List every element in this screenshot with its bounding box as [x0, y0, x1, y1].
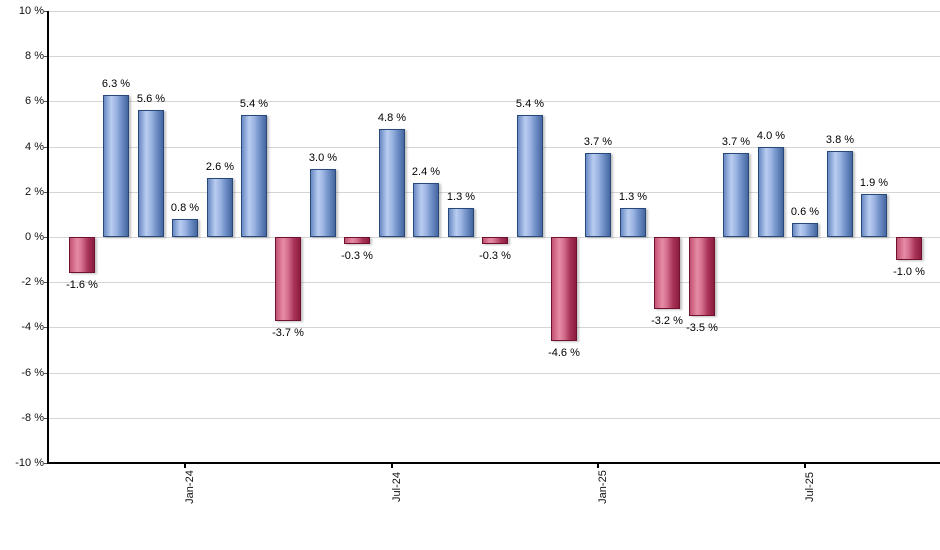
y-axis-tick-label: -4 %: [21, 321, 44, 333]
y-axis-tick-label: -6 %: [21, 367, 44, 379]
bar-value-label: 4.0 %: [756, 130, 786, 142]
y-axis-tick-label: 4 %: [25, 141, 44, 153]
y-axis-tick-label: 0 %: [25, 231, 44, 243]
y-axis-tick: [44, 11, 48, 12]
y-axis-tick-label: -2 %: [21, 276, 44, 288]
positive-bar: [207, 178, 233, 237]
bar-value-label: 1.9 %: [859, 177, 889, 189]
negative-bar: [654, 237, 680, 309]
negative-bar: [689, 237, 715, 316]
y-gridline: [48, 282, 940, 283]
negative-bar: [551, 237, 577, 341]
negative-bar: [896, 237, 922, 260]
bar-value-label: -1.6 %: [66, 279, 98, 291]
positive-bar: [758, 147, 784, 237]
y-axis-tick: [44, 282, 48, 283]
y-gridline: [48, 101, 940, 102]
positive-bar: [138, 110, 164, 237]
x-axis-tick: [597, 462, 599, 468]
bar-value-label: 2.6 %: [205, 161, 235, 173]
bar-value-label: 1.3 %: [618, 191, 648, 203]
y-axis-tick-label: -10 %: [15, 457, 44, 469]
y-gridline: [48, 147, 940, 148]
bar-value-label: -4.6 %: [548, 347, 580, 359]
x-axis-tick-label: Jul-25: [804, 472, 816, 502]
y-axis-tick: [44, 327, 48, 328]
bar-value-label: 6.3 %: [101, 78, 131, 90]
negative-bar: [275, 237, 301, 321]
bar-value-label: 3.7 %: [583, 136, 613, 148]
positive-bar: [172, 219, 198, 237]
bar-value-label: 3.7 %: [721, 136, 751, 148]
positive-bar: [310, 169, 336, 237]
bar-value-label: 5.6 %: [136, 93, 166, 105]
y-gridline: [48, 192, 940, 193]
y-axis-tick: [44, 101, 48, 102]
positive-bar: [448, 208, 474, 237]
positive-bar: [620, 208, 646, 237]
y-gridline: [48, 418, 940, 419]
bar-value-label: 0.8 %: [170, 202, 200, 214]
y-axis-tick-label: -8 %: [21, 412, 44, 424]
positive-bar: [379, 129, 405, 237]
y-axis-tick: [44, 237, 48, 238]
y-gridline: [48, 373, 940, 374]
bar-value-label: 3.8 %: [825, 134, 855, 146]
y-axis-tick-label: 10 %: [18, 5, 44, 17]
negative-bar: [344, 237, 370, 244]
x-axis-tick-label: Jan-25: [597, 470, 609, 504]
y-gridline: [48, 327, 940, 328]
positive-bar: [241, 115, 267, 237]
positive-bar: [723, 153, 749, 237]
bar-value-label: 5.4 %: [239, 98, 269, 110]
x-axis-tick-label: Jan-24: [184, 470, 196, 504]
bar-value-label: 5.4 %: [515, 98, 545, 110]
bar-value-label: -3.7 %: [272, 327, 304, 339]
bar-value-label: -3.2 %: [651, 315, 683, 327]
x-axis-line: [47, 462, 940, 464]
y-axis-tick-label: 6 %: [25, 95, 44, 107]
bar-value-label: 4.8 %: [377, 112, 407, 124]
y-axis-tick: [44, 463, 48, 464]
bar-value-label: -3.5 %: [686, 322, 718, 334]
bar-value-label: -0.3 %: [341, 250, 373, 262]
x-axis-tick: [391, 462, 393, 468]
positive-bar: [413, 183, 439, 237]
y-gridline: [48, 56, 940, 57]
bar-value-label: 0.6 %: [790, 206, 820, 218]
bar-value-label: 1.3 %: [446, 191, 476, 203]
y-axis-tick: [44, 192, 48, 193]
bar-value-label: 2.4 %: [411, 166, 441, 178]
positive-bar: [517, 115, 543, 237]
positive-bar: [792, 223, 818, 237]
bar-value-label: 3.0 %: [308, 152, 338, 164]
y-axis-tick-label: 2 %: [25, 186, 44, 198]
y-axis-line: [47, 11, 49, 464]
positive-bar: [861, 194, 887, 237]
y-axis-tick-label: 8 %: [25, 50, 44, 62]
positive-bar: [103, 95, 129, 237]
positive-bar: [585, 153, 611, 237]
negative-bar: [69, 237, 95, 273]
x-axis-tick: [184, 462, 186, 468]
x-axis-tick-label: Jul-24: [391, 472, 403, 502]
x-axis-tick: [804, 462, 806, 468]
y-axis-tick: [44, 147, 48, 148]
negative-bar: [482, 237, 508, 244]
y-axis-tick: [44, 56, 48, 57]
y-axis-tick: [44, 418, 48, 419]
y-gridline: [48, 11, 940, 12]
positive-bar: [827, 151, 853, 237]
bar-value-label: -0.3 %: [479, 250, 511, 262]
bar-value-label: -1.0 %: [893, 266, 925, 278]
y-axis-tick: [44, 373, 48, 374]
